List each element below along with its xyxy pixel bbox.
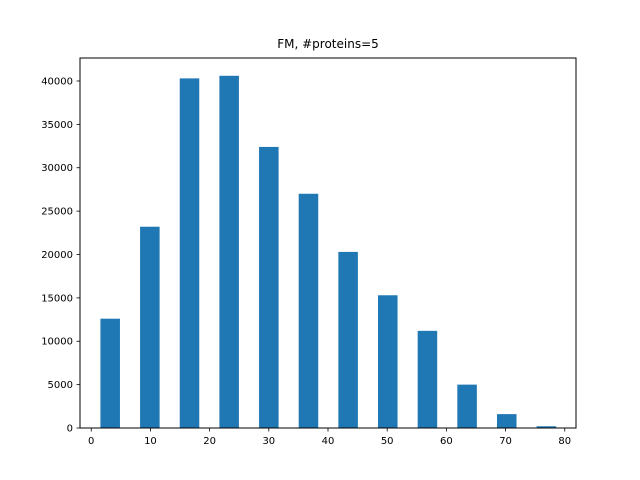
x-tick-label: 0 <box>88 436 94 447</box>
y-tick-label: 15000 <box>41 293 73 304</box>
bar-4 <box>259 146 279 428</box>
x-tick-label: 50 <box>381 436 394 447</box>
bar-5 <box>298 193 319 428</box>
bar-0 <box>100 318 120 428</box>
x-tick-label: 80 <box>558 436 571 447</box>
y-tick-label: 20000 <box>41 250 73 261</box>
bar-1 <box>140 226 160 428</box>
bar-6 <box>338 251 358 428</box>
y-tick-label: 40000 <box>41 76 73 87</box>
x-tick-label: 30 <box>262 436 275 447</box>
y-tick-label: 5000 <box>48 380 73 391</box>
bar-7 <box>378 295 398 428</box>
bar-2 <box>179 78 200 428</box>
chart-title: FM, #proteins=5 <box>277 37 379 51</box>
x-tick-label: 20 <box>203 436 216 447</box>
y-tick-label: 10000 <box>41 337 73 348</box>
x-tick-label: 40 <box>322 436 335 447</box>
x-tick-label: 60 <box>440 436 453 447</box>
y-tick-label: 0 <box>67 424 73 435</box>
plot-frame <box>79 57 577 429</box>
x-tick-label: 70 <box>499 436 512 447</box>
y-tick-label: 30000 <box>41 163 73 174</box>
bars-group <box>100 75 557 428</box>
bar-8 <box>417 330 438 428</box>
y-tick-label: 25000 <box>41 207 73 218</box>
x-tick-label: 10 <box>144 436 157 447</box>
bar-3 <box>219 75 239 428</box>
y-axis: 0 5000 10000 15000 20000 25000 30000 35000 40000 <box>41 76 80 435</box>
bar-10 <box>496 414 517 428</box>
bar-9 <box>457 384 477 428</box>
x-axis: 0 10 20 30 40 50 60 70 80 <box>88 428 571 447</box>
y-tick-label: 35000 <box>41 120 73 131</box>
bar-11 <box>536 426 557 428</box>
